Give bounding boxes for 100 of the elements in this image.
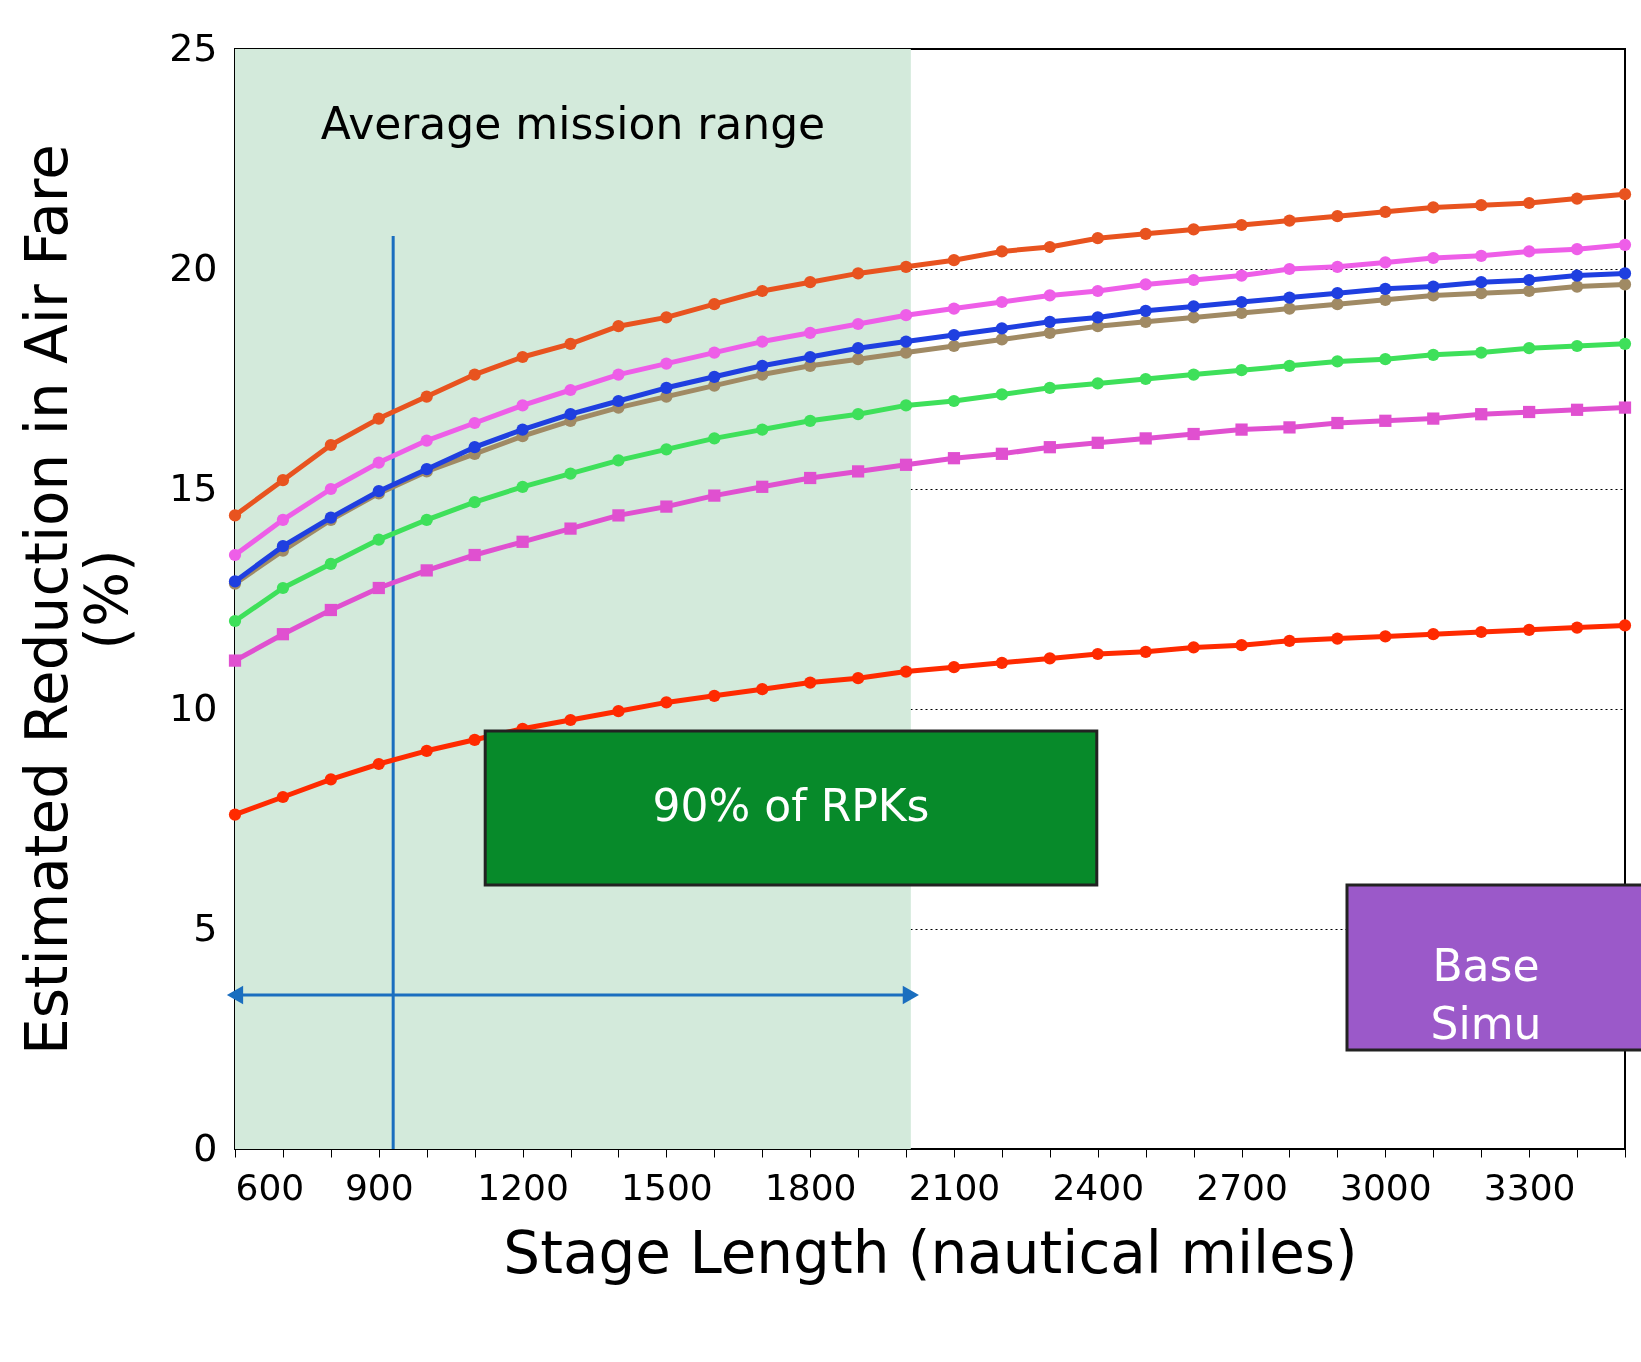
point xyxy=(804,326,817,339)
point xyxy=(1139,227,1152,240)
point xyxy=(708,489,721,502)
y-axis-title: Estimated Reduction in Air Fare (%) xyxy=(13,143,142,1056)
point xyxy=(1570,192,1584,205)
point xyxy=(1187,223,1200,236)
point xyxy=(708,432,721,445)
point xyxy=(1091,232,1104,245)
point xyxy=(420,564,433,577)
point xyxy=(516,535,529,548)
point xyxy=(1523,196,1536,210)
point xyxy=(804,471,817,485)
point xyxy=(1235,269,1248,282)
point xyxy=(1043,240,1056,254)
point xyxy=(756,359,769,372)
point xyxy=(995,447,1009,460)
point xyxy=(564,408,577,421)
point xyxy=(324,773,337,786)
point xyxy=(1523,405,1536,419)
point xyxy=(1091,436,1104,449)
point xyxy=(1570,403,1584,416)
y-tick-label: 5 xyxy=(193,905,218,950)
point xyxy=(1235,423,1248,436)
point xyxy=(612,320,625,333)
point xyxy=(468,548,481,562)
point xyxy=(420,744,433,757)
point xyxy=(1570,269,1584,282)
point xyxy=(756,284,769,298)
point xyxy=(851,408,865,421)
point xyxy=(899,335,913,348)
point xyxy=(851,672,865,685)
point xyxy=(660,500,673,513)
point xyxy=(1043,652,1056,665)
band-label: Average mission range xyxy=(320,98,826,149)
y-tick-label: 0 xyxy=(193,1125,218,1170)
y-tick-label: 25 xyxy=(169,25,218,70)
point xyxy=(372,533,385,546)
point xyxy=(564,383,577,397)
point xyxy=(228,548,242,562)
point xyxy=(756,683,769,696)
point xyxy=(660,311,673,324)
point xyxy=(947,328,961,342)
point xyxy=(1091,647,1104,661)
point xyxy=(1283,291,1296,304)
point xyxy=(660,381,673,394)
point xyxy=(324,557,337,570)
point xyxy=(612,509,625,522)
point xyxy=(1570,339,1584,353)
point xyxy=(276,581,290,595)
point xyxy=(1091,311,1104,324)
point xyxy=(1379,293,1392,306)
point xyxy=(1475,249,1488,262)
point xyxy=(1379,205,1392,218)
point xyxy=(1475,408,1488,421)
point xyxy=(1187,300,1200,313)
point xyxy=(756,335,769,348)
point xyxy=(612,705,625,718)
point xyxy=(372,456,385,469)
point xyxy=(947,339,961,353)
point xyxy=(947,254,961,267)
point xyxy=(1283,262,1296,276)
point xyxy=(899,458,913,471)
point xyxy=(1331,210,1344,223)
point xyxy=(1570,243,1584,256)
point xyxy=(420,513,433,526)
point xyxy=(1427,201,1440,214)
point xyxy=(276,513,290,526)
point xyxy=(947,452,961,465)
x-tick-label: 900 xyxy=(344,1166,414,1208)
point xyxy=(564,713,577,727)
point xyxy=(1618,337,1632,350)
point xyxy=(564,467,577,480)
point xyxy=(1523,245,1536,258)
point xyxy=(1187,368,1200,381)
point xyxy=(804,414,817,427)
point xyxy=(1043,381,1056,394)
point xyxy=(468,441,481,454)
point xyxy=(228,808,242,821)
point xyxy=(1283,302,1296,315)
point xyxy=(1187,641,1200,654)
point xyxy=(612,394,625,408)
point xyxy=(324,438,337,452)
point xyxy=(1283,359,1296,372)
point xyxy=(1331,287,1344,300)
point xyxy=(995,656,1009,669)
x-tick-label: 1500 xyxy=(621,1166,713,1208)
x-tick-label: 3000 xyxy=(1340,1166,1432,1208)
point xyxy=(660,696,673,709)
point xyxy=(1283,421,1296,434)
point xyxy=(1379,353,1392,366)
point xyxy=(516,350,529,364)
x-axis-title: Stage Length (nautical miles) xyxy=(503,1218,1358,1287)
point xyxy=(899,346,913,359)
point xyxy=(1475,276,1488,289)
point xyxy=(1091,377,1104,390)
y-tick-label: 15 xyxy=(169,465,218,510)
point xyxy=(276,628,290,641)
point xyxy=(612,368,625,381)
point xyxy=(1139,315,1152,328)
point xyxy=(660,357,673,370)
